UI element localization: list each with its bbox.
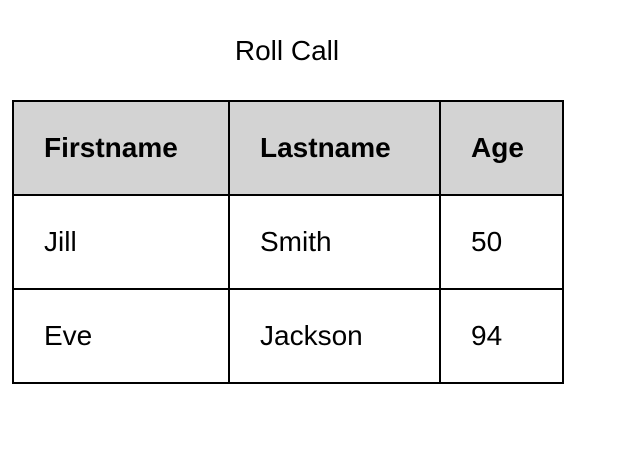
cell-age: 94 xyxy=(439,288,564,384)
table-row: Eve Jackson 94 xyxy=(12,288,564,384)
roll-call-table: Firstname Lastname Age Jill Smith 50 Eve… xyxy=(12,100,564,384)
column-header-firstname: Firstname xyxy=(12,100,230,196)
cell-firstname: Jill xyxy=(12,194,230,290)
roll-call-table-container: Firstname Lastname Age Jill Smith 50 Eve… xyxy=(12,100,564,384)
cell-lastname: Jackson xyxy=(228,288,441,384)
cell-age: 50 xyxy=(439,194,564,290)
column-header-age: Age xyxy=(439,100,564,196)
cell-firstname: Eve xyxy=(12,288,230,384)
table-row: Jill Smith 50 xyxy=(12,194,564,290)
column-header-lastname: Lastname xyxy=(228,100,441,196)
page-title: Roll Call xyxy=(234,35,340,66)
table-header-row: Firstname Lastname Age xyxy=(12,100,564,196)
cell-lastname: Smith xyxy=(228,194,441,290)
